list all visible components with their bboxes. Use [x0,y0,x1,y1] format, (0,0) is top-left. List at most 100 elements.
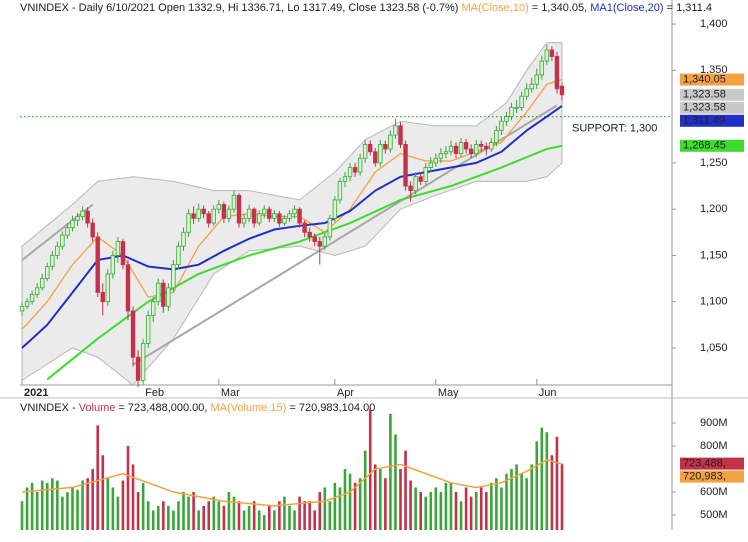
y-tick-label: 1,350 [700,64,728,76]
volume-bar [25,487,29,530]
candle-body [29,293,35,303]
volume-bar [318,492,322,530]
candle-body [251,208,257,224]
candle-body [317,241,322,247]
candle-body [125,264,131,312]
header-text: = 720,983,104.00 [286,402,375,414]
volume-bar [333,482,337,530]
x-tick-label: Apr [337,387,354,399]
volume-bar [217,501,221,530]
volume-bar [313,510,317,530]
volume-bar [156,505,160,530]
candle-body [332,199,338,219]
volume-bar [45,482,49,530]
candle-body [110,255,116,275]
candle-body [428,162,433,168]
candle-body [524,88,529,97]
candle-body [443,151,449,155]
candle-body [287,213,292,219]
volume-bar [550,455,554,530]
candle-body [529,83,534,90]
candle-body [373,151,378,164]
header-text: VNINDEX - [20,402,79,414]
y-tick-label: 1,050 [700,342,728,354]
y-tick-label: 1,100 [700,296,728,308]
header-text: VNINDEX - Daily 6/10/2021 Open 1332.9, H… [20,2,462,14]
volume-bar [257,510,261,530]
volume-bar [30,482,34,530]
candle-body [135,356,141,381]
volume-bar [136,492,140,530]
candle-body [151,301,156,316]
candle-body [140,342,146,381]
volume-bar [187,496,190,530]
volume-bar [172,510,175,530]
x-tick-label: 2021 [24,387,48,399]
candle-body [90,222,95,238]
volume-bar [96,425,100,530]
volume-bar [212,496,216,530]
price-header: VNINDEX - Daily 6/10/2021 Open 1332.9, H… [20,2,712,14]
volume-bar [177,501,180,530]
price-badge [680,73,744,86]
volume-bar [545,432,549,530]
volume-bar [293,510,296,530]
volume-bar [273,510,276,530]
candle-body [312,236,317,242]
volume-bar [373,464,377,530]
candle-body [458,142,464,155]
candle-body [216,204,222,210]
candle-body [105,273,111,303]
candle-body [484,145,489,150]
volume-bar [328,501,332,530]
candle-body [554,56,560,90]
candle-body [272,213,277,219]
badge-label: 1,340.05 [683,73,726,85]
volume-bar [394,434,397,530]
price-badge [680,139,744,152]
badge-label: 1,323.58 [683,102,726,114]
y-tick-label: 800M [700,440,728,452]
candle-body [438,153,444,159]
header-text: MA(Volume,15) [211,402,287,414]
candle-body [70,219,75,229]
volume-header: VNINDEX - Volume = 723,488,000.00, MA(Vo… [20,402,375,414]
volume-bar [298,496,301,530]
candle-body [559,85,565,96]
volume-bar [479,487,483,530]
volume-bar [454,492,458,530]
volume-bar [56,480,59,530]
candle-body [186,213,191,233]
volume-bar [419,492,422,530]
header-text: Volume [79,402,116,414]
candle-body [408,185,413,192]
volume-bar [399,469,402,530]
volume-bar [348,473,352,530]
volume-bar [141,482,145,530]
badge-label: 723,488, [683,458,726,470]
x-tick-label: May [438,387,459,399]
volume-bar [338,487,342,530]
volume-bar [71,487,74,530]
candle-body [514,106,519,109]
volume-bar [530,464,534,530]
candle-body [509,106,514,118]
volume-bar [50,478,54,530]
volume-bar [308,501,311,530]
candle-body [418,176,423,182]
candle-body [226,208,232,219]
candle-body [352,167,358,173]
volume-bar [444,482,448,530]
candle-body [120,241,126,266]
candle-body [145,315,151,344]
price-badge [680,457,744,470]
volume-bar [232,496,236,530]
candle-body [24,301,30,307]
candle-body [534,74,539,85]
volume-bar [368,409,372,530]
x-tick-label: Jun [539,387,557,399]
candle-body [479,143,484,147]
volume-bar [197,510,200,530]
volume-bar [353,482,357,530]
volume-bar [278,501,281,530]
